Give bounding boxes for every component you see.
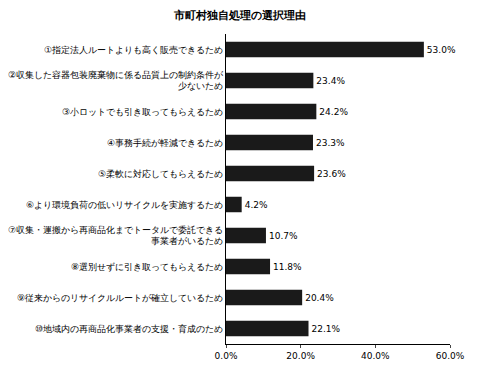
svg-text:④事務手続が軽減できるため: ④事務手続が軽減できるため	[107, 138, 223, 148]
svg-text:②収集した容器包装廃棄物に係る品質上の制約条件が少ないため: ②収集した容器包装廃棄物に係る品質上の制約条件が少ないため	[8, 70, 224, 92]
svg-text:⑨従来からのリサイクルルートが確立しているため: ⑨従来からのリサイクルルートが確立しているため	[17, 293, 223, 303]
svg-text:23.3%: 23.3%	[316, 138, 345, 148]
svg-text:⑤柔軟に対応してもらえるため: ⑤柔軟に対応してもらえるため	[98, 169, 223, 179]
svg-text:40.0%: 40.0%	[361, 351, 390, 361]
svg-text:22.1%: 22.1%	[312, 324, 341, 334]
svg-text:⑧選別せずに引き取ってもらえるため: ⑧選別せずに引き取ってもらえるため	[71, 262, 223, 272]
svg-text:24.2%: 24.2%	[319, 107, 348, 117]
svg-text:①指定法人ルートよりも高く販売できるため: ①指定法人ルートよりも高く販売できるため	[44, 45, 223, 55]
svg-text:10.7%: 10.7%	[269, 231, 298, 241]
svg-text:11.8%: 11.8%	[273, 262, 302, 272]
svg-text:⑦収集・運搬から再商品化までトータルで委託できる事業者がいる: ⑦収集・運搬から再商品化までトータルで委託できる事業者がいるため	[8, 225, 223, 247]
svg-text:⑥より環境負荷の低いリサイクルを実施するため: ⑥より環境負荷の低いリサイクルを実施するため	[26, 200, 223, 210]
svg-text:23.4%: 23.4%	[316, 76, 345, 86]
svg-text:20.4%: 20.4%	[305, 293, 334, 303]
svg-text:③小ロットでも引き取ってもらえるため: ③小ロットでも引き取ってもらえるため	[62, 107, 223, 117]
svg-text:市町村独自処理の選択理由: 市町村独自処理の選択理由	[173, 9, 306, 22]
svg-text:60.0%: 60.0%	[436, 351, 465, 361]
svg-text:20.0%: 20.0%	[286, 351, 315, 361]
svg-text:⑩地域内の再商品化事業者の支援・育成のため: ⑩地域内の再商品化事業者の支援・育成のため	[35, 324, 223, 334]
svg-text:0.0%: 0.0%	[215, 351, 238, 361]
svg-text:23.6%: 23.6%	[317, 169, 346, 179]
svg-text:4.2%: 4.2%	[245, 200, 268, 210]
svg-text:53.0%: 53.0%	[427, 45, 456, 55]
